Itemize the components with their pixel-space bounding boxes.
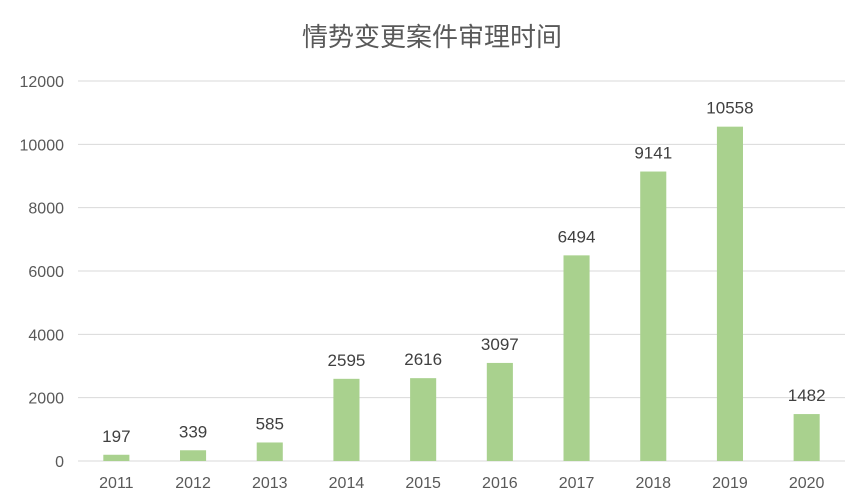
x-tick-label: 2017: [559, 475, 595, 492]
x-tick-label: 2014: [329, 475, 365, 492]
y-tick-label: 2000: [28, 391, 64, 408]
y-tick-label: 10000: [20, 137, 65, 154]
bar-2013: [256, 442, 283, 461]
data-label-2013: 585: [256, 414, 284, 433]
data-label-2018: 9141: [634, 144, 672, 163]
data-label-2017: 6494: [558, 227, 596, 246]
bar-2015: [410, 378, 437, 461]
bar-2017: [563, 255, 590, 461]
data-label-2012: 339: [179, 422, 207, 441]
x-tick-label: 2011: [99, 475, 134, 492]
bar-2020: [793, 414, 820, 461]
bar-2018: [640, 171, 667, 461]
x-tick-label: 2018: [635, 475, 671, 492]
bar-2016: [486, 362, 513, 461]
x-tick-label: 2013: [252, 475, 288, 492]
x-tick-label: 2020: [789, 475, 825, 492]
data-label-2020: 1482: [788, 386, 826, 405]
x-tick-label: 2019: [712, 475, 748, 492]
y-tick-label: 4000: [28, 327, 64, 344]
y-tick-label: 0: [55, 454, 64, 471]
bar-2014: [333, 378, 360, 461]
x-tick-label: 2016: [482, 475, 518, 492]
y-tick-label: 12000: [20, 74, 65, 91]
x-tick-label: 2012: [175, 475, 211, 492]
y-tick-label: 8000: [28, 201, 64, 218]
data-label-2014: 2595: [328, 351, 366, 370]
data-label-2015: 2616: [404, 350, 442, 369]
x-axis-ticks: 2011 2012 2013 2014 2015 2016 2017 2018 2019 2020: [99, 475, 824, 492]
chart-title: 情势变更案件审理时间: [302, 23, 562, 53]
data-labels: 197 339 585 2595 2616 3097 6494 9141 10558 1482: [102, 99, 825, 446]
data-label-2011: 197: [102, 427, 130, 446]
data-label-2019: 10558: [706, 99, 753, 118]
bar-2019: [716, 126, 743, 461]
y-tick-label: 6000: [28, 264, 64, 281]
x-tick-label: 2015: [405, 475, 441, 492]
gridlines: [78, 80, 845, 462]
data-label-2016: 3097: [481, 335, 519, 354]
bar-2012: [180, 450, 207, 461]
bars: [103, 126, 820, 461]
bar-2011: [103, 454, 130, 461]
y-axis-ticks: 0 2000 4000 6000 8000 10000 12000: [20, 74, 65, 471]
